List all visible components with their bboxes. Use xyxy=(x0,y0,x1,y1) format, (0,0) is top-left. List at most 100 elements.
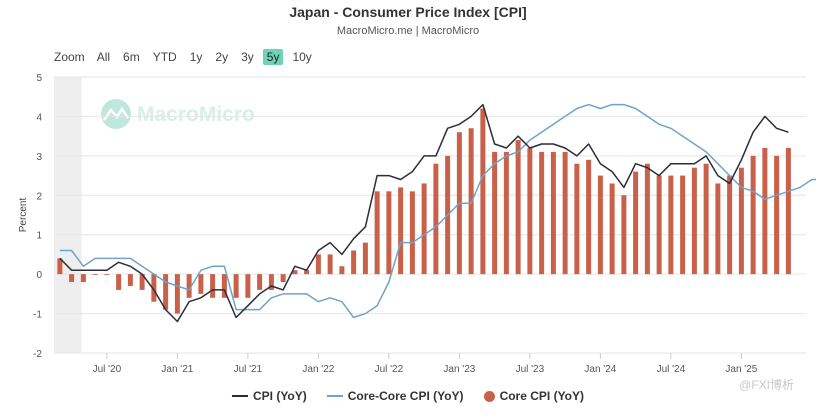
core-cpi-bar xyxy=(691,167,697,275)
legend-swatch-cpi xyxy=(231,395,248,397)
core-cpi-bar xyxy=(69,274,75,283)
core-cpi-bar xyxy=(468,128,474,275)
core-cpi-bar xyxy=(774,155,780,275)
corner-watermark: @FXI博析 xyxy=(739,378,794,392)
x-tick-label: Jul '23 xyxy=(516,364,545,375)
core-cpi-bar xyxy=(433,163,439,275)
core-cpi-bar xyxy=(116,274,122,290)
core-cpi-bar xyxy=(527,147,533,275)
highlight-band xyxy=(54,77,82,353)
core-cpi-bar xyxy=(668,175,674,275)
core-cpi-bar xyxy=(703,163,709,275)
zoom-bar: Zoom All 6m YTD 1y 2y 3y 5y 10y xyxy=(54,49,321,65)
x-tick-label: Jan '23 xyxy=(443,364,475,375)
core-cpi-bar xyxy=(374,191,380,275)
core-cpi-bar xyxy=(245,274,251,298)
core-cpi-bar xyxy=(644,163,650,275)
core-cpi-bar xyxy=(680,175,686,275)
core-cpi-bar xyxy=(104,274,110,275)
core-cpi-bar xyxy=(762,147,768,275)
zoom-ytd-button[interactable]: YTD xyxy=(152,50,177,64)
legend-label-cpi: CPI (YoY) xyxy=(252,389,307,403)
core-cpi-bar xyxy=(586,159,592,275)
zoom-5y-button[interactable]: 5y xyxy=(262,49,284,65)
zoom-1y-button[interactable]: 1y xyxy=(189,50,203,64)
core-cpi-bar xyxy=(362,242,368,275)
core-cpi-bar xyxy=(492,151,498,275)
core-cpi-bar xyxy=(327,254,333,275)
core-cpi-bar xyxy=(597,175,603,275)
chart-legend: CPI (YoY) Core-Core CPI (YoY) Core CPI (… xyxy=(0,389,816,403)
core-core-cpi-line xyxy=(59,103,816,319)
core-cpi-bar xyxy=(727,175,733,275)
x-tick-label: Jul '20 xyxy=(93,364,122,375)
core-cpi-bar xyxy=(656,175,662,275)
zoom-2y-button[interactable]: 2y xyxy=(215,50,229,64)
legend-label-core: Core CPI (YoY) xyxy=(499,389,585,403)
core-cpi-bar xyxy=(57,258,63,275)
core-cpi-bar xyxy=(92,274,98,275)
zoom-10y-button[interactable]: 10y xyxy=(292,50,312,64)
y-tick-label: 1 xyxy=(36,231,42,242)
x-tick-label: Jan '22 xyxy=(302,364,334,375)
y-tick-label: -1 xyxy=(33,310,42,321)
y-axis-label: Percent xyxy=(18,198,29,233)
legend-item-cpi[interactable]: CPI (YoY) xyxy=(231,389,307,403)
legend-item-core-core[interactable]: Core-Core CPI (YoY) xyxy=(326,389,464,403)
x-tick-label: Jan '25 xyxy=(725,364,757,375)
x-tick-label: Jan '24 xyxy=(584,364,616,375)
x-tick-label: Jan '21 xyxy=(161,364,193,375)
core-cpi-bar xyxy=(503,151,509,275)
core-cpi-bar xyxy=(480,108,486,275)
y-tick-label: 4 xyxy=(36,112,42,123)
y-tick-label: 2 xyxy=(36,191,42,202)
core-cpi-bar xyxy=(785,147,791,275)
core-cpi-bar xyxy=(233,274,239,298)
core-cpi-bar xyxy=(210,274,216,298)
x-tick-label: Jul '22 xyxy=(375,364,404,375)
y-tick-label: 0 xyxy=(36,270,42,281)
core-cpi-bar xyxy=(186,274,192,298)
core-cpi-bar xyxy=(421,183,427,275)
core-cpi-bar xyxy=(304,270,310,275)
chart-title: Japan - Consumer Price Index [CPI] xyxy=(289,4,527,20)
legend-item-core[interactable]: Core CPI (YoY) xyxy=(483,389,585,403)
macromicro-watermark: MacroMicro xyxy=(101,99,255,129)
core-cpi-bar xyxy=(621,195,627,275)
core-cpi-bar xyxy=(268,274,274,290)
core-cpi-bar xyxy=(409,191,415,275)
zoom-all-button[interactable]: All xyxy=(96,50,111,64)
legend-swatch-core-core xyxy=(326,395,343,397)
y-tick-label: 5 xyxy=(36,73,42,84)
core-cpi-bar xyxy=(198,274,204,294)
svg-text:MacroMicro: MacroMicro xyxy=(137,103,255,126)
zoom-3y-button[interactable]: 3y xyxy=(241,50,254,64)
core-cpi-bar xyxy=(550,151,556,275)
y-tick-label: 3 xyxy=(36,152,42,163)
core-cpi-bar xyxy=(515,140,521,275)
core-cpi-bar xyxy=(163,274,169,310)
core-cpi-bar xyxy=(292,270,298,275)
core-cpi-bar xyxy=(339,266,345,275)
core-cpi-bar xyxy=(280,274,286,283)
cpi-line xyxy=(59,103,789,323)
core-cpi-bar xyxy=(738,167,744,275)
core-cpi-bar xyxy=(80,274,86,283)
y-tick-label: -2 xyxy=(33,349,42,360)
core-cpi-bar xyxy=(386,191,392,275)
zoom-6m-button[interactable]: 6m xyxy=(123,50,140,64)
legend-label-core-core: Core-Core CPI (YoY) xyxy=(347,389,464,403)
core-cpi-bar xyxy=(574,163,580,275)
core-cpi-bar xyxy=(715,183,721,275)
core-cpi-bar xyxy=(562,151,568,275)
x-tick-label: Jul '21 xyxy=(234,364,263,375)
core-cpi-bar xyxy=(127,274,133,286)
core-cpi-bar xyxy=(139,274,145,290)
core-cpi-bar xyxy=(257,274,263,290)
core-cpi-bar xyxy=(151,274,157,302)
core-cpi-bar xyxy=(750,155,756,275)
zoom-label: Zoom xyxy=(54,50,85,64)
core-cpi-bar xyxy=(609,183,615,275)
core-cpi-bar xyxy=(398,187,404,275)
